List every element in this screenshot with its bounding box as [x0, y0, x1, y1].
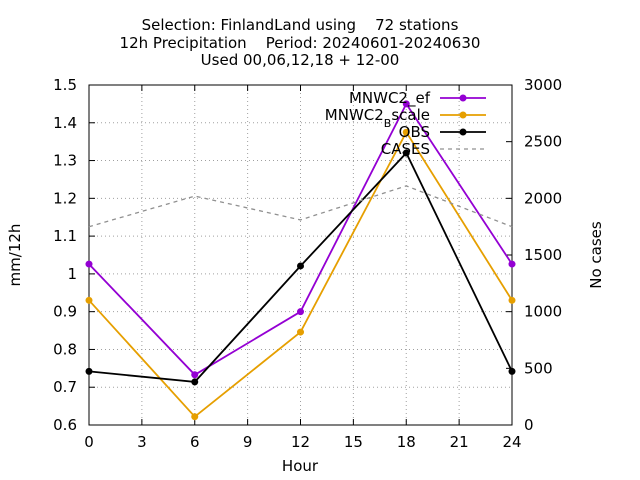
- x-tick-label: 24: [502, 433, 521, 451]
- series-layer: [85, 100, 516, 421]
- x-tick-label: 0: [84, 433, 94, 451]
- x-tick-label: 6: [190, 433, 200, 451]
- data-point-obs: [191, 378, 199, 386]
- x-tick-label: 9: [243, 433, 253, 451]
- data-point-obs: [508, 367, 516, 375]
- series-line-cases: [88, 185, 513, 228]
- legend-label-mnwc2-bscale: MNWC2Bscale: [325, 106, 430, 130]
- data-point-mnwc2-bscale: [85, 296, 93, 304]
- data-point-obs: [402, 149, 410, 157]
- y2-tick-label: 2500: [524, 133, 562, 151]
- y2-tick-label: 3000: [524, 76, 562, 94]
- x-tick-label: 15: [344, 433, 363, 451]
- y-tick-label: 1.3: [53, 152, 77, 170]
- data-point-obs: [297, 262, 304, 270]
- y-tick-label: 1: [67, 265, 77, 283]
- data-point-obs: [85, 367, 93, 375]
- y2-tick-label: 2000: [524, 189, 562, 207]
- y2-tick-label: 500: [524, 359, 553, 377]
- y-tick-label: 0.6: [53, 416, 77, 434]
- y-tick-label: 1.5: [53, 76, 77, 94]
- title-line-3: Used 00,06,12,18 + 12-00: [201, 51, 400, 69]
- y-tick-label: 1.2: [53, 189, 77, 207]
- title-line-1: Selection: FinlandLand using 72 stations: [142, 16, 459, 34]
- legend-marker-mnwc2-ef: [459, 94, 467, 102]
- title-line-2: 12h Precipitation Period: 20240601-20240…: [120, 34, 481, 52]
- y-tick-label: 0.9: [53, 303, 77, 321]
- data-point-mnwc2-bscale: [191, 413, 199, 421]
- x-tick-label: 21: [450, 433, 469, 451]
- chart-title: Selection: FinlandLand using 72 stations…: [120, 16, 481, 69]
- y-tick-label: 1.4: [53, 114, 77, 132]
- data-point-mnwc2-ef: [85, 260, 93, 268]
- legend-label-cases: CASES: [381, 140, 430, 158]
- y-tick-label: 0.7: [53, 378, 77, 396]
- y-tick-label: 0.8: [53, 340, 77, 358]
- data-point-mnwc2-ef: [508, 260, 516, 268]
- legend-marker-mnwc2-bscale: [459, 111, 467, 119]
- y2-tick-label: 1500: [524, 246, 562, 264]
- y-axis-label: mm/12h: [6, 224, 24, 287]
- data-point-mnwc2-bscale: [402, 128, 410, 136]
- legend-marker-obs: [459, 128, 467, 136]
- legend-label-mnwc2-ef: MNWC2_ef: [349, 89, 431, 108]
- y2-tick-label: 0: [524, 416, 534, 434]
- data-point-mnwc2-ef: [402, 100, 410, 108]
- legend-label-obs: OBS: [399, 123, 430, 141]
- x-tick-label: 3: [137, 433, 147, 451]
- series-line-mnwc2-bscale: [88, 130, 513, 418]
- y2-tick-label: 1000: [524, 303, 562, 321]
- data-point-mnwc2-ef: [297, 308, 304, 316]
- x-tick-label: 18: [397, 433, 416, 451]
- grid: [89, 85, 512, 425]
- y-tick-label: 1.1: [53, 227, 77, 245]
- x-axis-label: Hour: [282, 457, 319, 475]
- axis-ticks: 0 3 6 9 12 15 18 21 24 0.6 0.7 0.8 0.9 1 1.1 1.2 1.3 1.4 1…: [53, 76, 562, 451]
- x-tick-label: 12: [291, 433, 310, 451]
- y2-axis-label: No cases: [587, 221, 605, 289]
- data-point-mnwc2-bscale: [297, 328, 304, 336]
- data-point-mnwc2-bscale: [508, 296, 516, 304]
- data-point-mnwc2-ef: [191, 371, 199, 379]
